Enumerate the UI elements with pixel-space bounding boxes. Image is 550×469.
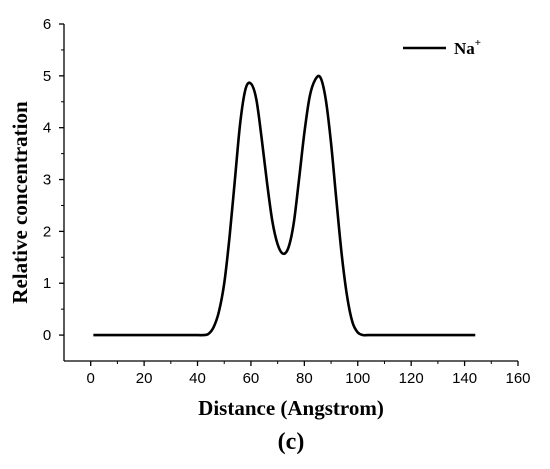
y-tick-label: 3: [43, 172, 51, 189]
x-tick-label: 140: [452, 370, 477, 387]
axes: [63, 24, 518, 362]
x-tick-label: 80: [296, 370, 313, 387]
x-tick-label: 20: [136, 370, 153, 387]
panel-label: (c): [278, 429, 305, 455]
y-tick-label: 0: [43, 327, 51, 344]
x-axis-label: Distance (Angstrom): [198, 396, 384, 420]
legend: Na+: [403, 37, 481, 58]
x-tick-label: 160: [505, 370, 530, 387]
y-tick-label: 2: [43, 223, 51, 240]
x-tick-label: 60: [243, 370, 260, 387]
y-tick-label: 6: [43, 16, 51, 33]
x-tick-label: 40: [189, 370, 206, 387]
x-tick-label: 100: [345, 370, 370, 387]
x-tick-label: 0: [87, 370, 95, 387]
series-line-na: [93, 74, 476, 337]
legend-label-na: Na+: [454, 37, 481, 58]
series: [93, 74, 476, 337]
x-tick-label: 120: [399, 370, 424, 387]
ticks: 0 20 40 60 80 100 120 140 160 0 1 2 3 4 5 6: [43, 16, 531, 387]
y-axis-label: Relative concentration: [8, 101, 32, 304]
y-tick-label: 5: [43, 68, 51, 85]
y-tick-label: 4: [43, 120, 51, 137]
legend-superscript: +: [475, 37, 481, 49]
y-tick-label: 1: [43, 275, 51, 292]
